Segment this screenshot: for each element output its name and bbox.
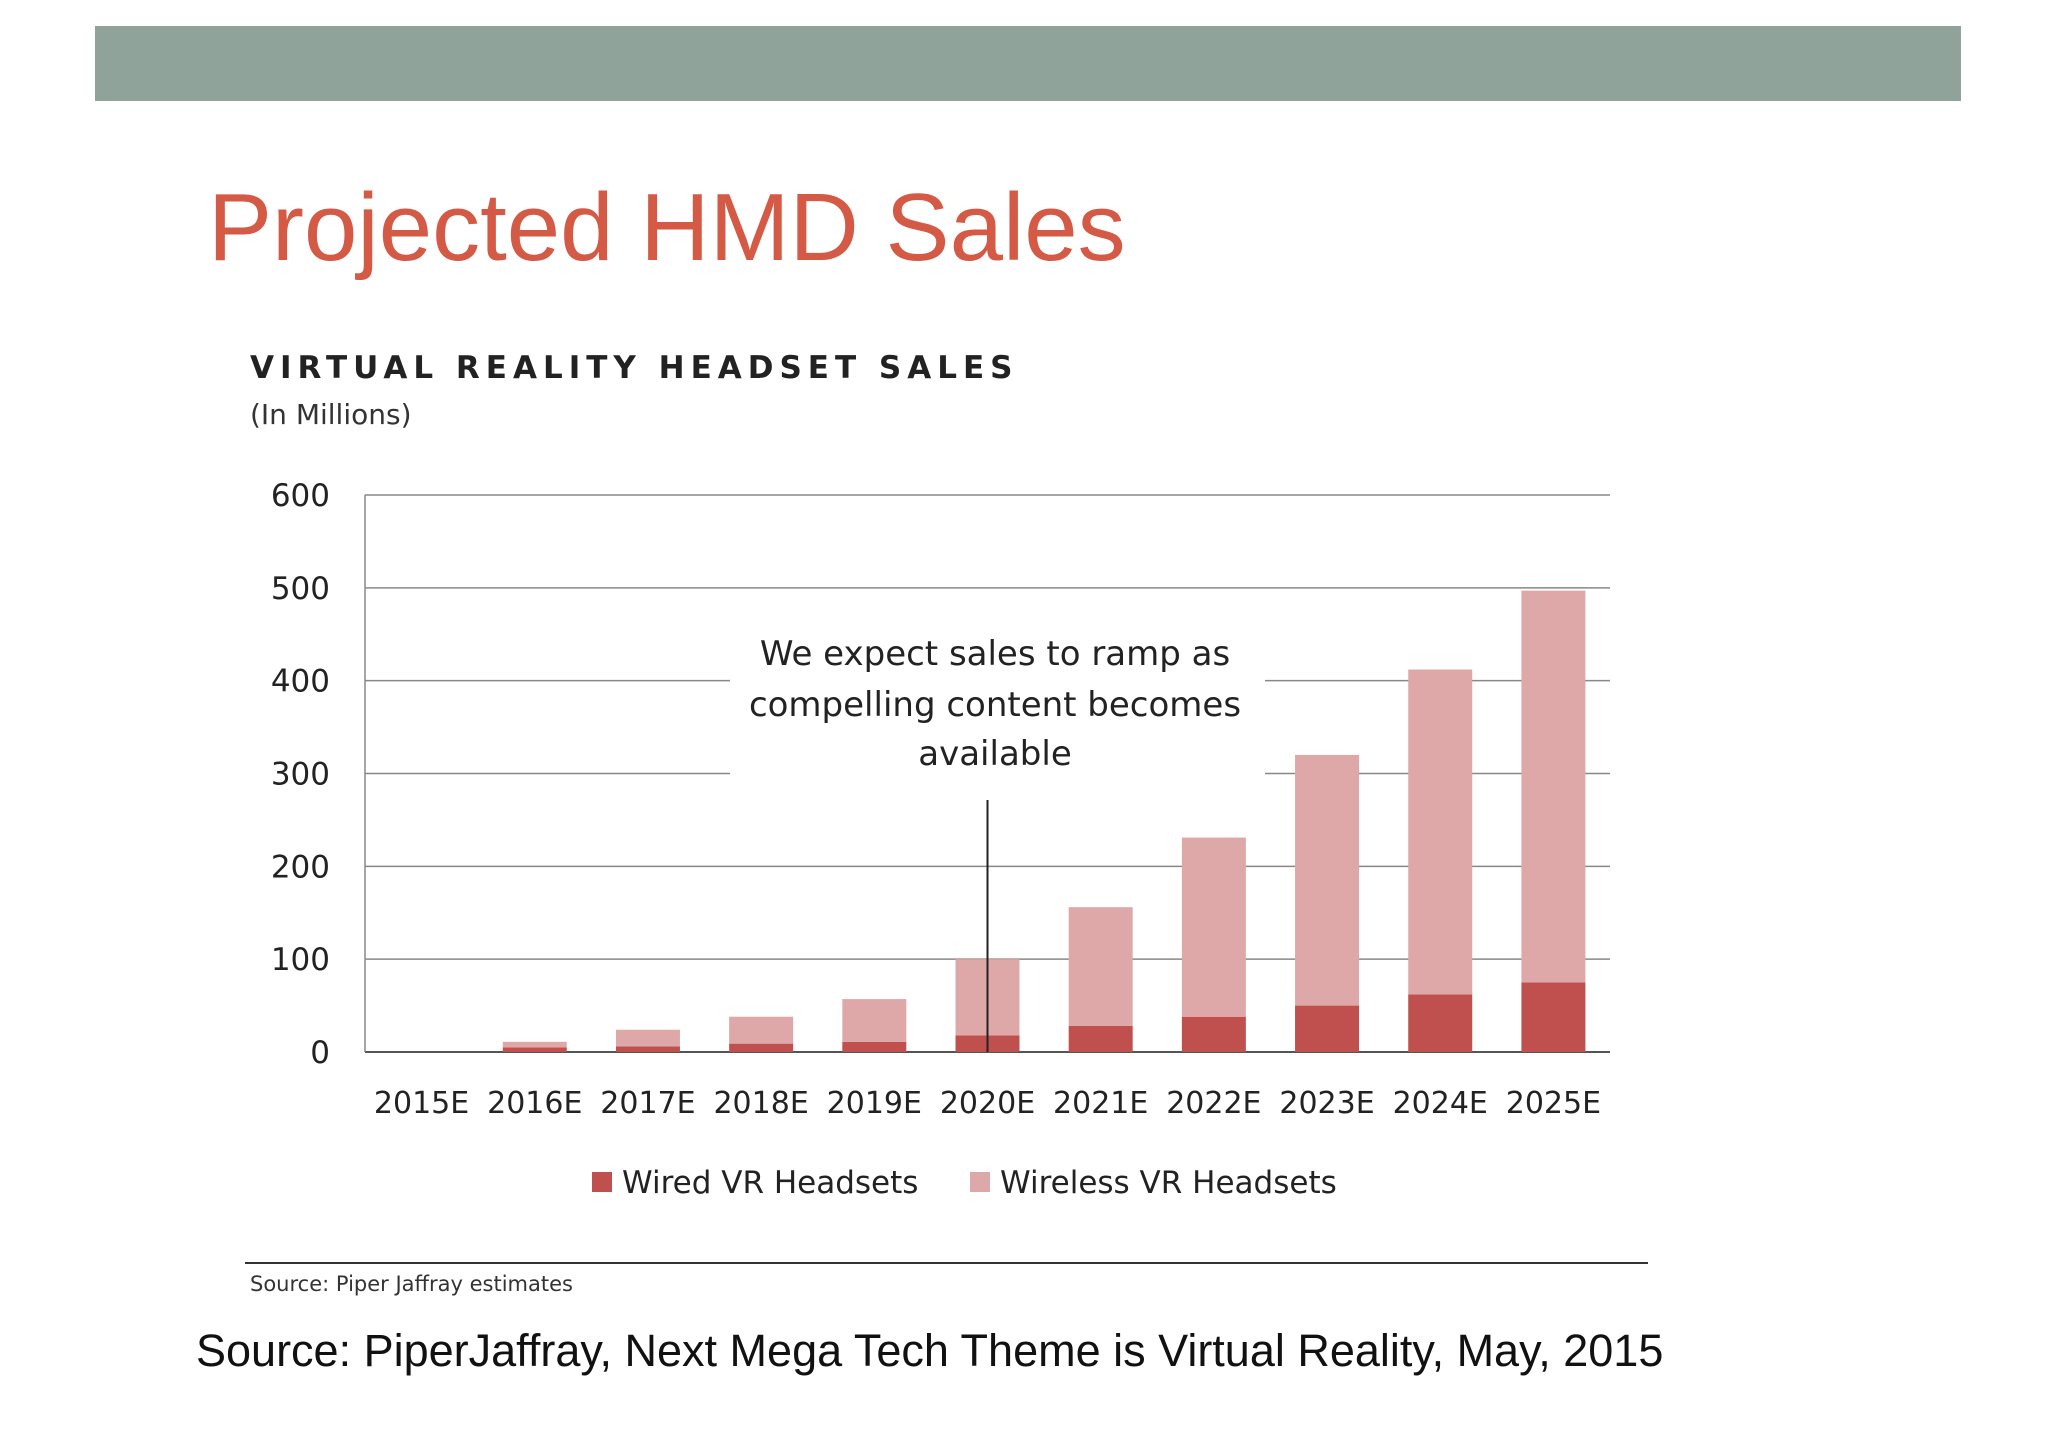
y-tick-label: 100 — [271, 942, 330, 978]
chart-subtitle: (In Millions) — [250, 398, 412, 431]
y-tick-label: 0 — [310, 1035, 330, 1071]
y-tick-label: 600 — [271, 478, 330, 514]
bar-wired-2016E — [502, 1047, 567, 1052]
bar-wired-2023E — [1295, 1005, 1360, 1052]
legend-swatch-wired — [592, 1172, 612, 1192]
x-tick-label: 2017E — [600, 1086, 695, 1121]
header-bar — [95, 26, 1961, 101]
x-tick-label: 2021E — [1053, 1086, 1148, 1121]
x-tick-label: 2019E — [827, 1086, 922, 1121]
chart-source: Source: Piper Jaffray estimates — [250, 1272, 573, 1296]
bar-wireless-2019E — [842, 999, 907, 1042]
bar-wireless-2021E — [1068, 907, 1133, 1027]
bar-wired-2019E — [842, 1041, 907, 1052]
x-tick-label: 2024E — [1393, 1086, 1488, 1121]
bar-wireless-2017E — [615, 1029, 680, 1047]
x-tick-label: 2016E — [487, 1086, 582, 1121]
y-tick-label: 400 — [271, 664, 330, 700]
bar-wired-2021E — [1068, 1026, 1133, 1052]
y-tick-label: 500 — [271, 571, 330, 607]
bar-wired-2022E — [1181, 1016, 1246, 1052]
slide-title: Projected HMD Sales — [208, 174, 1126, 281]
legend-label-wired: Wired VR Headsets — [622, 1165, 918, 1201]
bar-wired-2025E — [1521, 982, 1586, 1052]
slide-source: Source: PiperJaffray, Next Mega Tech The… — [196, 1325, 1664, 1376]
y-tick-label: 200 — [271, 849, 330, 885]
chart-title: VIRTUAL REALITY HEADSET SALES — [250, 350, 1019, 386]
x-tick-label: 2023E — [1279, 1086, 1374, 1121]
legend-swatch-wireless — [970, 1172, 990, 1192]
bar-wired-2024E — [1408, 994, 1473, 1052]
x-tick-label: 2015E — [374, 1086, 469, 1121]
bar-wireless-2023E — [1295, 754, 1360, 1006]
bar-wireless-2016E — [502, 1041, 567, 1048]
bar-wireless-2025E — [1521, 590, 1586, 983]
bar-wired-2017E — [615, 1046, 680, 1052]
bar-wired-2018E — [729, 1043, 794, 1052]
bar-wireless-2018E — [729, 1016, 794, 1044]
bar-wireless-2022E — [1181, 837, 1246, 1017]
annotation-text: available — [918, 734, 1071, 774]
x-tick-label: 2018E — [713, 1086, 808, 1121]
bar-wireless-2024E — [1408, 669, 1473, 995]
legend-label-wireless: Wireless VR Headsets — [1000, 1165, 1337, 1201]
y-tick-label: 300 — [271, 757, 330, 793]
x-tick-label: 2025E — [1506, 1086, 1601, 1121]
x-tick-label: 2020E — [940, 1086, 1035, 1121]
x-tick-label: 2022E — [1166, 1086, 1261, 1121]
annotation-text: We expect sales to ramp as — [760, 634, 1230, 674]
annotation-text: compelling content becomes — [749, 685, 1241, 725]
